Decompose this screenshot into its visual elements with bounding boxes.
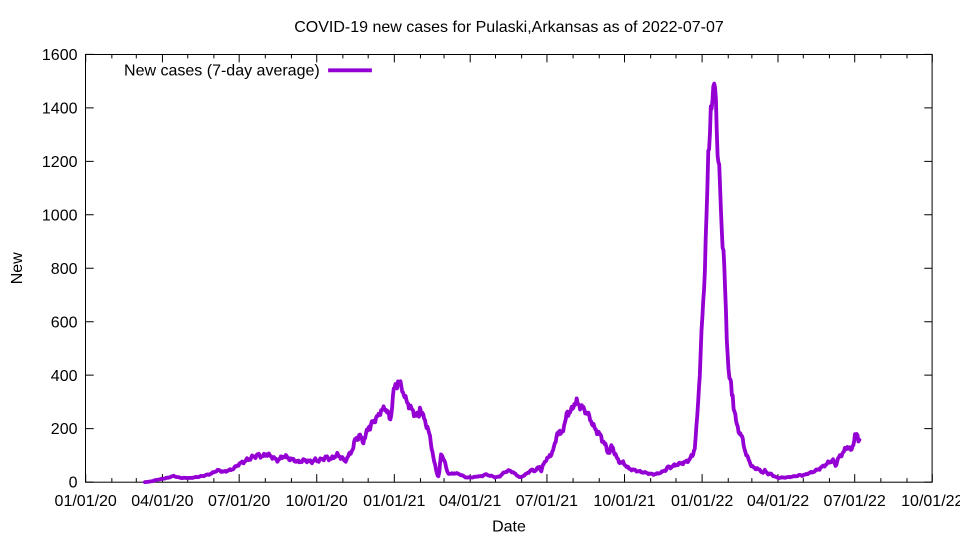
svg-text:New cases (7-day average): New cases (7-day average) [124,62,320,79]
svg-text:04/01/21: 04/01/21 [439,493,501,510]
svg-text:0: 0 [69,475,78,492]
svg-text:10/01/20: 10/01/20 [286,493,348,510]
svg-text:10/01/21: 10/01/21 [593,493,655,510]
svg-text:04/01/22: 04/01/22 [747,493,809,510]
svg-text:07/01/21: 07/01/21 [516,493,578,510]
svg-text:COVID-19 new cases for Pulaski: COVID-19 new cases for Pulaski,Arkansas … [294,19,724,36]
svg-text:07/01/22: 07/01/22 [824,493,886,510]
svg-text:600: 600 [51,314,78,331]
svg-text:800: 800 [51,261,78,278]
svg-text:1000: 1000 [42,207,78,224]
svg-text:01/01/22: 01/01/22 [671,493,733,510]
svg-text:07/01/20: 07/01/20 [208,493,270,510]
svg-text:New: New [9,252,26,284]
svg-text:1400: 1400 [42,101,78,118]
svg-text:200: 200 [51,421,78,438]
svg-text:1200: 1200 [42,154,78,171]
svg-text:10/01/22: 10/01/22 [901,493,960,510]
svg-text:01/01/21: 01/01/21 [363,493,425,510]
svg-text:04/01/20: 04/01/20 [131,493,193,510]
svg-text:01/01/20: 01/01/20 [55,493,117,510]
svg-text:400: 400 [51,368,78,385]
svg-text:Date: Date [492,518,526,535]
svg-text:1600: 1600 [42,47,78,64]
